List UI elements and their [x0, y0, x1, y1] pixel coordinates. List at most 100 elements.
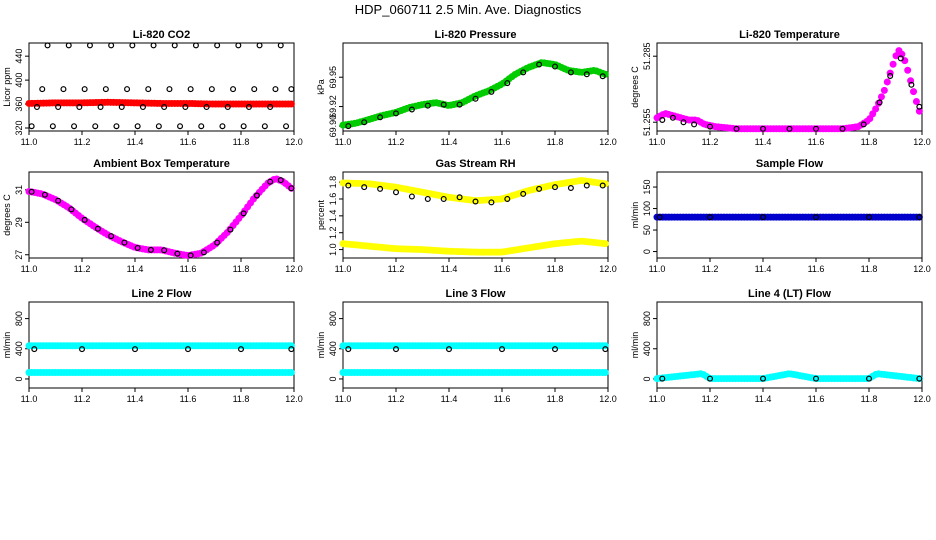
- series-1: [25, 175, 295, 259]
- data-point: [28, 188, 35, 195]
- data-point: [55, 104, 62, 111]
- data-point: [361, 119, 368, 126]
- x-tick-label: 11.8: [233, 137, 250, 147]
- y-tick-label: 0: [328, 376, 338, 381]
- data-point: [912, 98, 920, 106]
- data-point: [669, 114, 676, 121]
- data-point: [440, 101, 447, 108]
- x-tick-label: 12.0: [599, 394, 617, 404]
- data-point: [659, 375, 666, 382]
- data-point: [567, 185, 574, 192]
- data-point: [759, 375, 766, 382]
- data-point: [706, 375, 713, 382]
- data-point: [659, 116, 666, 123]
- data-point: [786, 125, 793, 132]
- data-point: [94, 225, 101, 232]
- data-point: [187, 252, 194, 259]
- data-point: [599, 182, 606, 189]
- y-tick-label: 800: [328, 311, 338, 326]
- data-point: [92, 123, 99, 130]
- data-point: [224, 104, 231, 111]
- x-tick-label: 11.6: [180, 264, 197, 274]
- data-point: [456, 194, 463, 201]
- series-1: [25, 98, 295, 108]
- data-point: [916, 375, 923, 382]
- x-tick-label: 11.0: [335, 137, 352, 147]
- data-point: [408, 193, 415, 200]
- data-point: [31, 346, 38, 353]
- data-point: [361, 184, 368, 191]
- data-point: [238, 346, 245, 353]
- x-tick-label: 12.0: [599, 137, 617, 147]
- data-point: [583, 71, 590, 78]
- series-1: [653, 370, 923, 383]
- y-tick-label: 400: [328, 341, 338, 356]
- data-point: [424, 102, 431, 109]
- data-point: [113, 123, 120, 130]
- data-point: [377, 185, 384, 192]
- data-point: [118, 104, 125, 111]
- y-tick-label: 69.92: [328, 95, 338, 118]
- series-2: [659, 55, 923, 132]
- x-tick-label: 11.6: [808, 264, 825, 274]
- series-3: [31, 346, 295, 353]
- panel-title: Line 2 Flow: [132, 288, 192, 300]
- x-tick-label: 11.6: [180, 394, 197, 404]
- data-point: [551, 346, 558, 353]
- data-point: [277, 42, 284, 49]
- data-point: [41, 191, 48, 198]
- chart-panel-4: Ambient Box Temperature degrees C 11.0 11.2…: [2, 158, 303, 274]
- panel-title: Line 4 (LT) Flow: [748, 288, 831, 300]
- data-point: [916, 103, 923, 110]
- data-point: [134, 123, 141, 130]
- data-point: [706, 214, 713, 221]
- x-tick-label: 11.8: [861, 264, 878, 274]
- chart-panel-5: Gas Stream RH percent 11.0 11.2 11.4 11.6 11.8…: [316, 158, 617, 274]
- x-tick-label: 11.2: [74, 137, 91, 147]
- data-point: [908, 81, 915, 88]
- data-point: [147, 246, 154, 253]
- data-point: [915, 107, 923, 115]
- data-point: [161, 247, 168, 254]
- data-point: [198, 123, 205, 130]
- x-tick-label: 12.0: [913, 264, 931, 274]
- y-tick-label: 0: [642, 376, 652, 381]
- data-point: [200, 249, 207, 256]
- x-tick-label: 11.6: [808, 137, 825, 147]
- data-point: [567, 69, 574, 76]
- data-point: [261, 123, 268, 130]
- data-point: [150, 42, 157, 49]
- series-2: [28, 42, 295, 130]
- data-point: [877, 93, 885, 101]
- data-point: [267, 104, 274, 111]
- y-axis-label: kPa: [316, 79, 326, 95]
- x-tick-label: 11.6: [494, 264, 511, 274]
- y-axis-label: degrees C: [630, 66, 640, 108]
- data-point: [408, 106, 415, 113]
- data-point: [288, 86, 295, 93]
- y-tick-label: 69.90: [328, 115, 338, 138]
- y-tick-label: 0: [642, 249, 652, 254]
- data-point: [139, 104, 146, 111]
- y-axis-label: degrees C: [2, 194, 12, 236]
- data-point: [203, 104, 210, 111]
- data-point: [536, 61, 543, 68]
- data-point: [28, 123, 35, 130]
- y-axis-label: ml/min: [630, 332, 640, 359]
- data-point: [504, 80, 511, 87]
- data-point: [81, 216, 88, 223]
- chart-panel-3: Li-820 Temperature degrees C 11.0 11.2 11.4 1…: [630, 29, 931, 147]
- data-point: [277, 177, 284, 184]
- data-point: [488, 88, 495, 95]
- data-point: [733, 125, 740, 132]
- data-point: [68, 206, 75, 213]
- data-point: [33, 104, 40, 111]
- x-tick-label: 11.8: [547, 264, 564, 274]
- data-point: [39, 86, 46, 93]
- y-tick-label: 1.8: [328, 176, 338, 189]
- data-point: [599, 73, 606, 80]
- panel-title: Sample Flow: [756, 158, 824, 170]
- x-tick-label: 11.4: [127, 264, 144, 274]
- series-3: [345, 182, 606, 206]
- data-point: [536, 185, 543, 192]
